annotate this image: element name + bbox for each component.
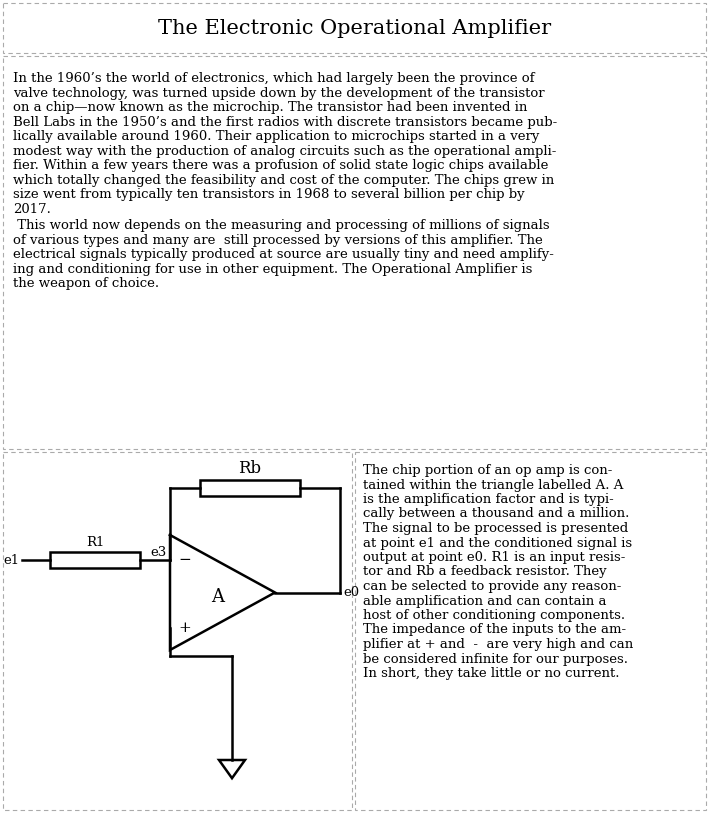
Text: valve technology, was turned upside down by the development of the transistor: valve technology, was turned upside down…: [13, 87, 545, 100]
Text: The Electronic Operational Amplifier: The Electronic Operational Amplifier: [158, 19, 551, 38]
Text: +: +: [178, 621, 191, 635]
Text: host of other conditioning components.: host of other conditioning components.: [363, 609, 625, 622]
Bar: [200, 480, 300, 496]
Text: the weapon of choice.: the weapon of choice.: [13, 277, 159, 290]
Text: This world now depends on the measuring and processing of millions of signals: This world now depends on the measuring …: [13, 219, 549, 232]
Text: cally between a thousand and a million.: cally between a thousand and a million.: [363, 507, 630, 520]
Text: which totally changed the feasibility and cost of the computer. The chips grew i: which totally changed the feasibility an…: [13, 173, 554, 186]
Text: ing and conditioning for use in other equipment. The Operational Amplifier is: ing and conditioning for use in other eq…: [13, 262, 532, 275]
Text: e1: e1: [4, 553, 20, 566]
Text: is the amplification factor and is typi-: is the amplification factor and is typi-: [363, 493, 614, 506]
Text: fier. Within a few years there was a profusion of solid state logic chips availa: fier. Within a few years there was a pro…: [13, 159, 548, 172]
Text: output at point e0. R1 is an input resis-: output at point e0. R1 is an input resis…: [363, 551, 625, 564]
Text: tained within the triangle labelled A. A: tained within the triangle labelled A. A: [363, 479, 623, 492]
Text: size went from typically ten transistors in 1968 to several billion per chip by: size went from typically ten transistors…: [13, 188, 525, 201]
Bar: [3, 3, 706, 53]
Text: plifier at + and  -  are very high and can: plifier at + and - are very high and can: [363, 638, 633, 651]
Text: e0: e0: [343, 586, 359, 599]
Text: modest way with the production of analog circuits such as the operational ampli-: modest way with the production of analog…: [13, 145, 557, 158]
Text: R1: R1: [86, 536, 104, 549]
Text: lically available around 1960. Their application to microchips started in a very: lically available around 1960. Their app…: [13, 130, 540, 143]
Text: on a chip—now known as the microchip. The transistor had been invented in: on a chip—now known as the microchip. Th…: [13, 101, 527, 114]
Bar: [50, 552, 140, 568]
Bar: [3, 452, 352, 810]
Text: able amplification and can contain a: able amplification and can contain a: [363, 595, 606, 608]
Bar: [355, 452, 706, 810]
Text: can be selected to provide any reason-: can be selected to provide any reason-: [363, 580, 621, 593]
Text: 2017.: 2017.: [13, 203, 51, 216]
Text: The impedance of the inputs to the am-: The impedance of the inputs to the am-: [363, 623, 626, 636]
Text: The signal to be processed is presented: The signal to be processed is presented: [363, 522, 628, 535]
Text: tor and Rb a feedback resistor. They: tor and Rb a feedback resistor. They: [363, 565, 607, 578]
Text: −: −: [178, 553, 191, 567]
Text: The chip portion of an op amp is con-: The chip portion of an op amp is con-: [363, 464, 613, 477]
Bar: [3, 56, 706, 449]
Text: electrical signals typically produced at source are usually tiny and need amplif: electrical signals typically produced at…: [13, 248, 554, 261]
Text: In short, they take little or no current.: In short, they take little or no current…: [363, 667, 620, 680]
Text: be considered infinite for our purposes.: be considered infinite for our purposes.: [363, 653, 628, 666]
Text: Rb: Rb: [238, 460, 262, 477]
Text: Bell Labs in the 1950’s and the first radios with discrete transistors became pu: Bell Labs in the 1950’s and the first ra…: [13, 115, 557, 128]
Text: at point e1 and the conditioned signal is: at point e1 and the conditioned signal i…: [363, 537, 632, 550]
Text: A: A: [211, 588, 225, 606]
Text: In the 1960’s the world of electronics, which had largely been the province of: In the 1960’s the world of electronics, …: [13, 72, 535, 85]
Text: e3: e3: [151, 547, 167, 560]
Text: of various types and many are  still processed by versions of this amplifier. Th: of various types and many are still proc…: [13, 234, 543, 247]
